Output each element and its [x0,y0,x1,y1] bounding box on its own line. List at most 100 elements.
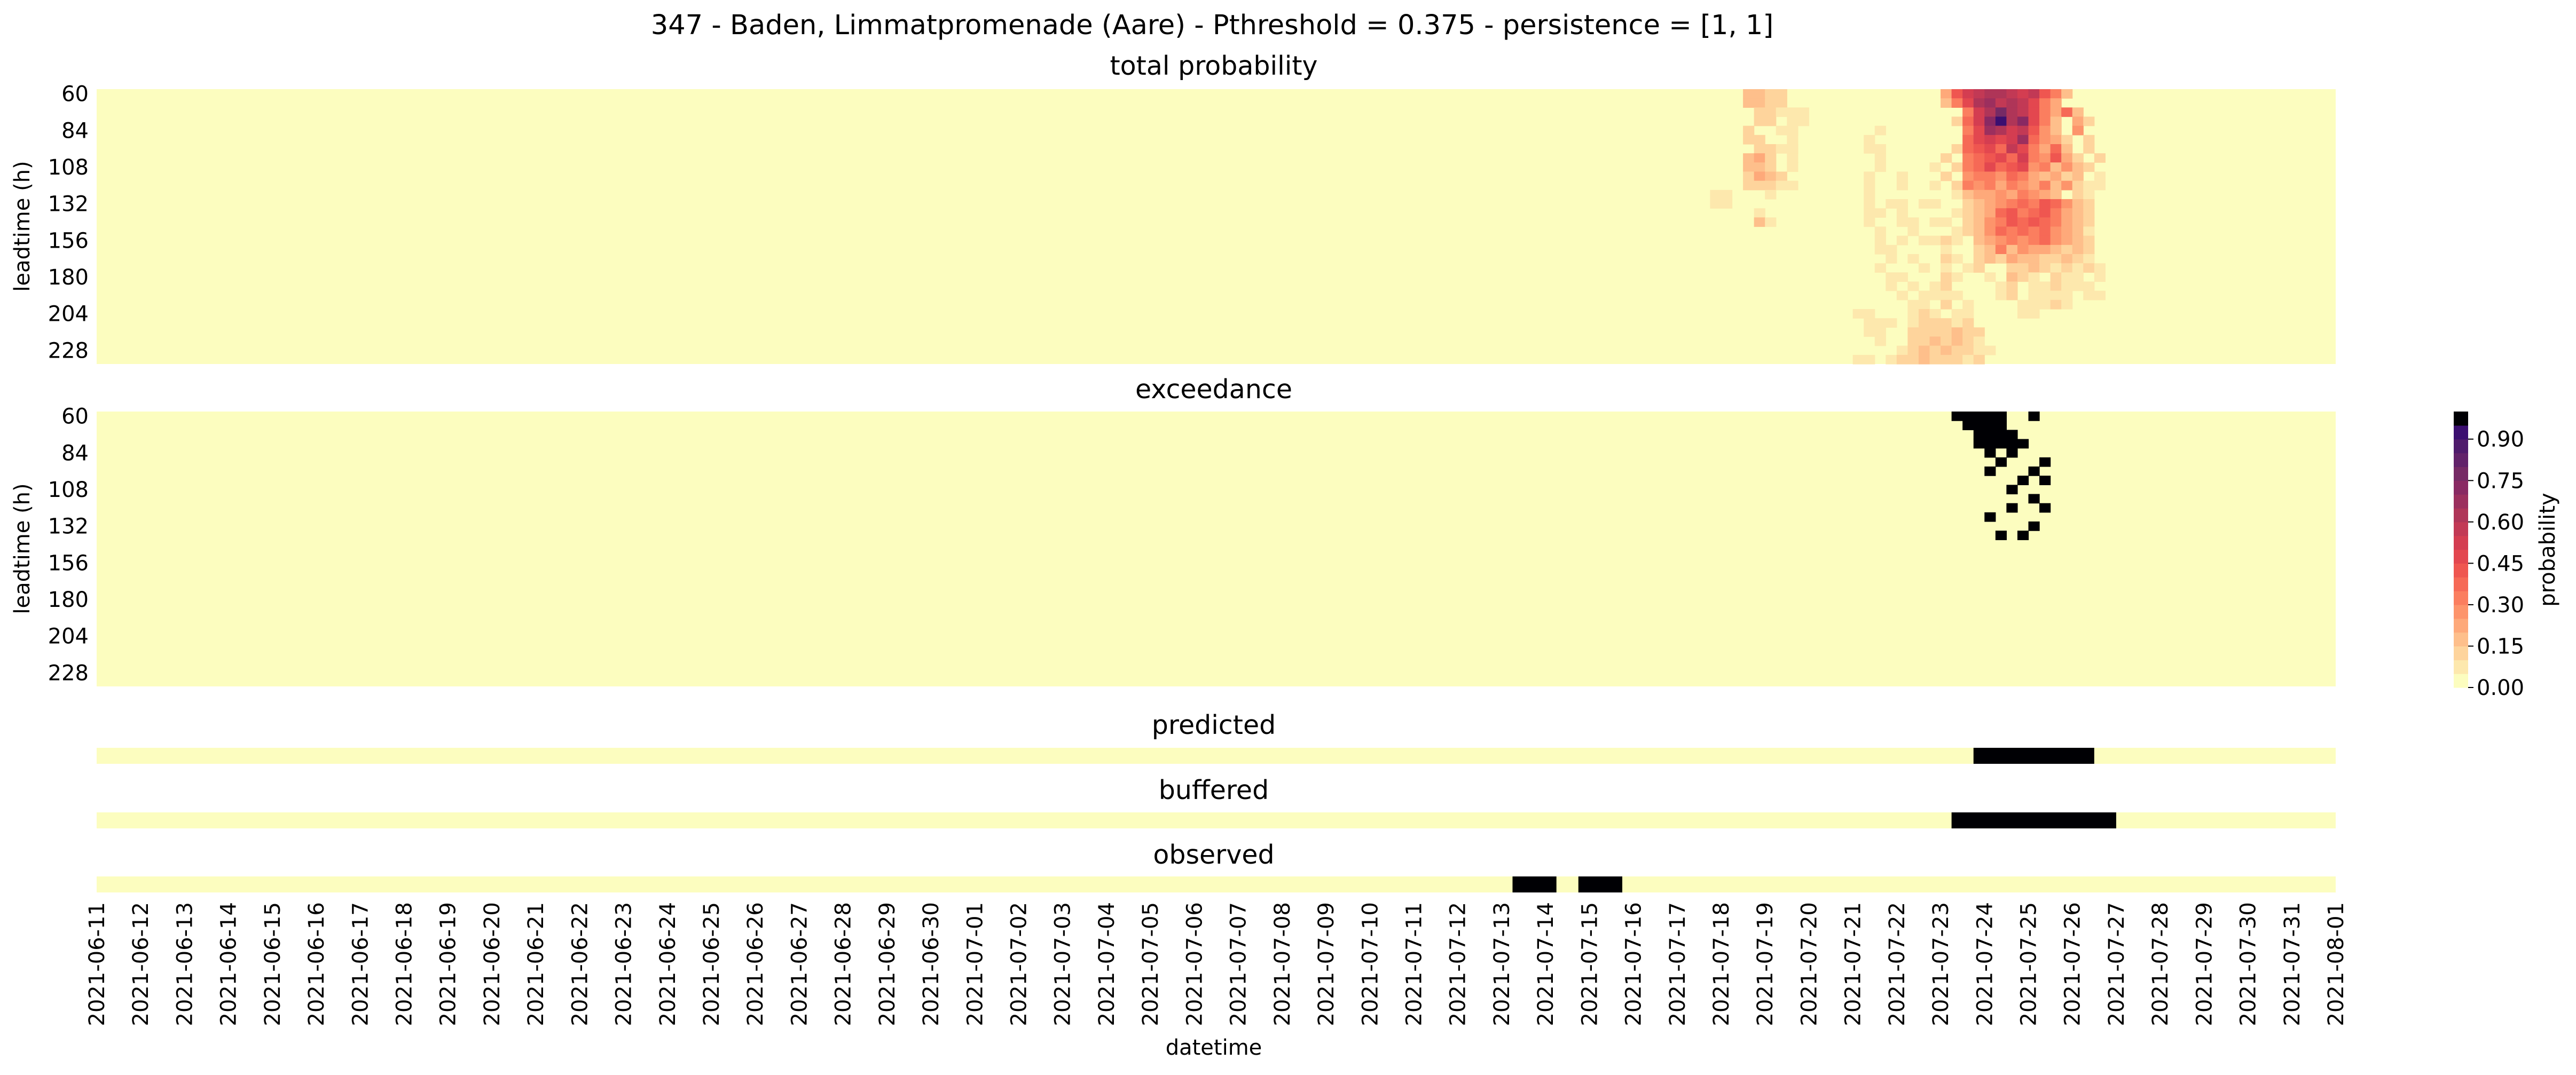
colorbar-segment [2454,494,2468,509]
heatmap-cell-total-probability [1951,272,1963,282]
heatmap-cell-total-probability [2039,281,2051,291]
heatmap-cell-total-probability [2006,254,2018,264]
heatmap-cell-total-probability [1962,144,1974,154]
x-tick-label: 2021-07-12 [1446,902,1471,1026]
heatmap-cell-total-probability [1941,89,1952,99]
heatmap-cell-total-probability [2028,281,2040,291]
heatmap-cell-total-probability [2039,208,2051,218]
heatmap-cell-total-probability [1995,89,2007,99]
heatmap-cell-total-probability [1765,162,1777,172]
heatmap-cell-total-probability [1984,98,1996,108]
heatmap-cell-total-probability [2083,263,2095,273]
x-tick-label: 2021-07-22 [1885,902,1910,1026]
heatmap-cell-total-probability [2083,144,2095,154]
heatmap-cell-exceedance [2028,521,2040,531]
heatmap-cell-total-probability [1962,98,1974,108]
heatmap-cell-total-probability [2039,244,2051,255]
heatmap-cell-total-probability [2039,125,2051,136]
heatmap-cell-total-probability [1896,272,1908,282]
heatmap-cell-total-probability [2017,144,2029,154]
heatmap-cell-total-probability [1918,354,1930,365]
heatmap-cell-total-probability [1864,208,1886,218]
heatmap-cell-total-probability [1710,199,1733,209]
heatmap-cell-total-probability [2061,244,2073,255]
heatmap-cell-total-probability [1984,208,1996,218]
heatmap-cell-total-probability [2061,281,2073,291]
heatmap-cell-total-probability [1995,189,2007,200]
heatmap-cell-total-probability [2072,199,2084,209]
heatmap-cell-total-probability [1984,189,1996,200]
heatmap-cell-total-probability [2006,125,2018,136]
heatmap-cell-total-probability [1984,345,1996,355]
heatmap-cell-total-probability [1951,226,1963,236]
colorbar-tick-label: 0.00 [2477,676,2524,700]
heatmap-cell-total-probability [1962,263,1974,273]
heatmap-cell-total-probability [1864,144,1886,154]
colorbar-label: probability [2535,493,2560,606]
heatmap-cell-total-probability [1941,299,1952,310]
heatmap-cell-total-probability [2028,272,2040,282]
heatmap-cell-total-probability [1995,226,2007,236]
heatmap-cell-total-probability [2006,98,2018,108]
x-tick-label: 2021-07-01 [963,902,987,1026]
heatmap-cell-total-probability [2050,125,2062,136]
heatmap-cell-total-probability [2006,226,2018,236]
panel-title-buffered: buffered [1159,775,1269,805]
heatmap-cell-total-probability [2039,199,2051,209]
heatmap-cell-total-probability [2072,171,2084,181]
heatmap-cell-total-probability [2006,272,2018,282]
heatmap-cell-exceedance [2039,457,2051,467]
heatmap-cell-total-probability [1743,135,1765,145]
heatmap-cell-total-probability [1864,327,1875,337]
y-tick-label: 108 [48,478,89,502]
heatmap-cell-total-probability [1941,98,1952,108]
heatmap-cell-total-probability [1962,189,1974,200]
heatmap-cell-total-probability [2028,89,2040,99]
heatmap-cell-total-probability [1896,235,1908,246]
heatmap-cell-total-probability [1776,144,1799,154]
heatmap-cell-total-probability [2006,153,2018,163]
heatmap-cell-total-probability [1984,180,1996,191]
heatmap-cell-total-probability [1962,327,1974,337]
y-tick-label: 132 [48,515,89,539]
strip-cell-buffered [1951,812,2116,828]
heatmap-cell-total-probability [2017,244,2029,255]
heatmap-cell-total-probability [1864,189,1875,200]
heatmap-cell-total-probability [1973,327,1985,337]
heatmap-cell-total-probability [1984,254,1996,264]
x-tick-label: 2021-06-29 [875,902,900,1026]
heatmap-cell-total-probability [2061,235,2073,246]
heatmap-cell-total-probability [1951,180,1963,191]
heatmap-cell-total-probability [2039,235,2051,246]
heatmap-cell-total-probability [2028,162,2040,172]
heatmap-cell-total-probability [2039,116,2051,127]
heatmap-cell-total-probability [1754,217,1765,227]
heatmap-cell-total-probability [2028,189,2040,200]
heatmap-cell-total-probability [1874,263,1886,273]
heatmap-cell-exceedance [2006,448,2018,458]
heatmap-cell-total-probability [2083,217,2095,227]
heatmap-cell-total-probability [2072,254,2084,264]
heatmap-cell-total-probability [2028,171,2040,181]
heatmap-cell-total-probability [1918,345,1930,355]
colorbar-tick-label: 0.15 [2477,635,2524,659]
heatmap-cell-total-probability [1765,98,1787,108]
strip-background-observed [97,876,2336,892]
heatmap-cell-total-probability [1941,354,1952,365]
heatmap-cell-total-probability [2083,135,2095,145]
x-tick-label: 2021-06-25 [700,902,724,1026]
heatmap-cell-total-probability [1995,235,2007,246]
x-tick-label: 2021-07-18 [1709,902,1734,1026]
heatmap-cell-total-probability [1962,162,1974,172]
panel-title-total-probability: total probability [1110,51,1317,81]
x-tick-label: 2021-07-28 [2148,902,2173,1026]
heatmap-cell-total-probability [1929,162,1941,172]
heatmap-cell-exceedance [2017,531,2029,540]
x-tick-label: 2021-07-24 [1973,902,1997,1026]
heatmap-cell-total-probability [1765,217,1777,227]
heatmap-cell-total-probability [1984,144,1996,154]
heatmap-cell-total-probability [2028,135,2040,145]
heatmap-cell-total-probability [1951,318,1963,328]
x-tick-label: 2021-06-30 [919,902,944,1026]
x-tick-label: 2021-07-16 [1622,902,1646,1026]
